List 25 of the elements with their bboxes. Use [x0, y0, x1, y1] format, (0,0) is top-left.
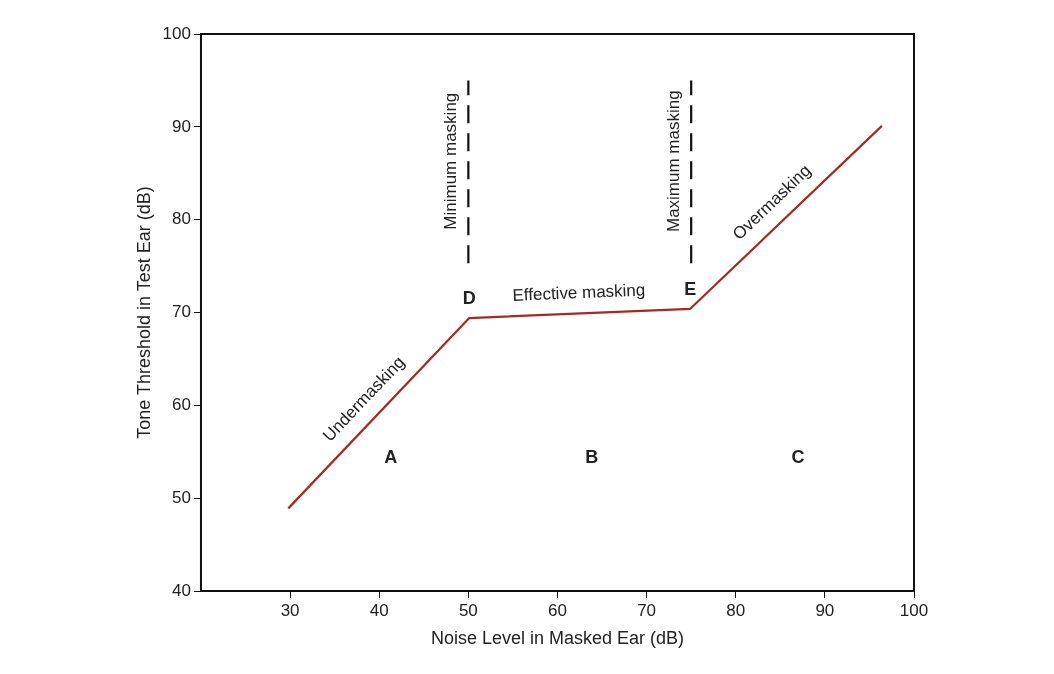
y-tick-label: 60: [172, 395, 191, 415]
annotation: E: [684, 278, 697, 299]
y-tick-label: 100: [162, 23, 191, 43]
y-tick-label: 80: [172, 209, 191, 229]
annotation: Maximum masking: [663, 90, 683, 233]
y-tick-label: 70: [172, 302, 191, 322]
x-tick-label: 50: [458, 600, 478, 620]
x-tick-label: 60: [548, 600, 567, 620]
y-tick-label: 50: [172, 487, 191, 507]
y-tick-label: 90: [172, 116, 191, 136]
annotation: Minimum masking: [441, 92, 461, 230]
x-axis-title: Noise Level in Masked Ear (dB): [430, 628, 685, 649]
y-tick-label: 40: [172, 580, 191, 600]
y-axis-title: Tone Threshold in Test Ear (dB): [133, 186, 154, 439]
x-tick-label: 30: [280, 600, 300, 620]
annotation: Effective masking: [512, 280, 646, 305]
x-tick-label: 80: [726, 600, 746, 620]
annotation: D: [462, 288, 476, 309]
annotation: B: [585, 447, 599, 468]
annotation: A: [384, 447, 398, 468]
annotation: C: [791, 447, 805, 468]
x-tick-label: 90: [815, 600, 835, 620]
x-tick-label: 40: [369, 600, 389, 620]
x-tick-label: 100: [899, 600, 929, 620]
x-tick-label: 70: [637, 600, 657, 620]
